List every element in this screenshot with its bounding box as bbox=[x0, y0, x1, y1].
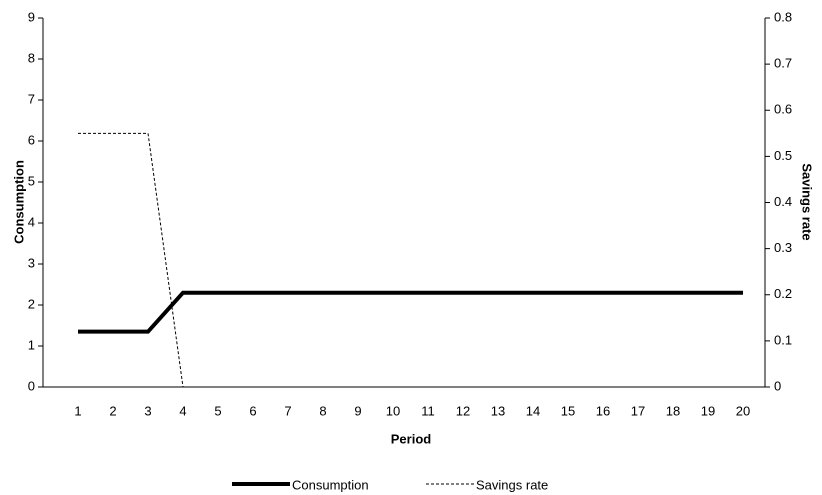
x-tick-label: 7 bbox=[284, 403, 291, 418]
y2-tick-label: 0.8 bbox=[774, 9, 792, 24]
x-tick-label: 20 bbox=[736, 403, 750, 418]
x-tick-label: 4 bbox=[179, 403, 186, 418]
x-tick-label: 16 bbox=[596, 403, 610, 418]
x-tick-label: 19 bbox=[701, 403, 715, 418]
x-tick-label: 11 bbox=[421, 403, 435, 418]
y2-tick-label: 0.5 bbox=[774, 148, 792, 163]
x-tick-label: 13 bbox=[491, 403, 505, 418]
y-tick-label: 7 bbox=[28, 91, 35, 106]
x-tick-label: 5 bbox=[214, 403, 221, 418]
x-tick-label: 3 bbox=[144, 403, 151, 418]
x-tick-label: 10 bbox=[386, 403, 400, 418]
y-axis-label: Consumption bbox=[11, 160, 26, 244]
series-line bbox=[78, 132, 184, 388]
y2-axis-label: Savings rate bbox=[800, 163, 815, 240]
y-tick-label: 0 bbox=[28, 378, 35, 393]
y-tick-label: 4 bbox=[28, 214, 35, 229]
x-tick-label: 14 bbox=[526, 403, 540, 418]
y2-tick-label: 0.1 bbox=[774, 332, 792, 347]
y2-tick-label: 0.3 bbox=[774, 240, 792, 255]
x-tick-label: 17 bbox=[631, 403, 645, 418]
series-line bbox=[78, 290, 743, 334]
x-tick-label: 8 bbox=[319, 403, 326, 418]
x-tick-label: 9 bbox=[354, 403, 361, 418]
y2-tick-label: 0.2 bbox=[774, 286, 792, 301]
x-tick-label: 2 bbox=[109, 403, 116, 418]
legend-label: Savings rate bbox=[476, 477, 548, 492]
x-tick-label: 1 bbox=[74, 403, 81, 418]
x-tick-label: 6 bbox=[249, 403, 256, 418]
x-axis-label: Period bbox=[391, 431, 432, 446]
y-tick-label: 1 bbox=[28, 337, 35, 352]
y-tick-label: 6 bbox=[28, 132, 35, 147]
y-tick-label: 9 bbox=[28, 9, 35, 24]
y2-tick-label: 0 bbox=[774, 378, 781, 393]
y2-tick-label: 0.4 bbox=[774, 194, 792, 209]
y-tick-label: 3 bbox=[28, 255, 35, 270]
y2-tick-label: 0.7 bbox=[774, 56, 792, 71]
x-tick-label: 12 bbox=[456, 403, 470, 418]
y-tick-label: 5 bbox=[28, 173, 35, 188]
legend-label: Consumption bbox=[292, 477, 369, 492]
x-tick-label: 18 bbox=[666, 403, 680, 418]
y-tick-label: 8 bbox=[28, 50, 35, 65]
y-tick-label: 2 bbox=[28, 296, 35, 311]
x-tick-label: 15 bbox=[561, 403, 575, 418]
y2-tick-label: 0.6 bbox=[774, 102, 792, 117]
